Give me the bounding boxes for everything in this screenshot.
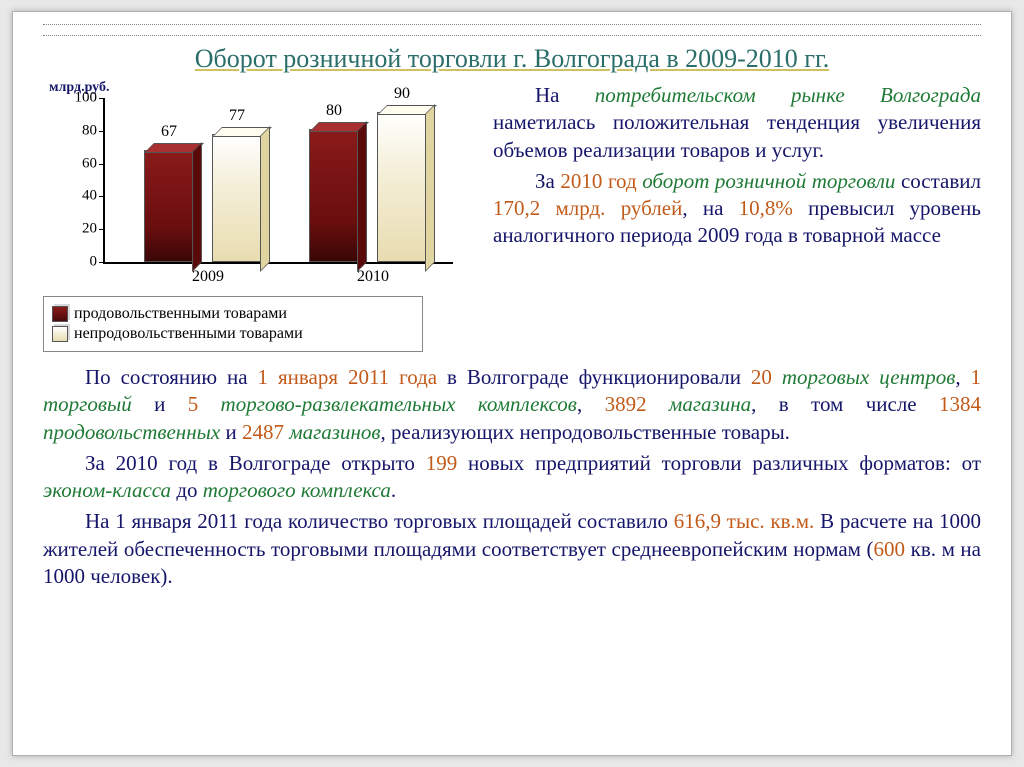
y-axis bbox=[103, 98, 105, 264]
y-tick-mark bbox=[99, 229, 105, 230]
bar: 77 bbox=[212, 134, 262, 262]
bar-value-label: 77 bbox=[213, 107, 261, 125]
bar-value-label: 80 bbox=[310, 102, 358, 120]
decor-rule bbox=[43, 24, 981, 36]
text-lower: По состоянию на 1 января 2011 года в Вол… bbox=[43, 364, 981, 590]
y-tick-mark bbox=[99, 196, 105, 197]
y-tick-label: 100 bbox=[57, 90, 97, 107]
y-tick-label: 40 bbox=[57, 188, 97, 205]
chart: млрд.руб. 0204060801002009677720108090 п… bbox=[43, 80, 473, 352]
para: За 2010 год в Волгограде открыто 199 нов… bbox=[43, 450, 981, 505]
bar: 67 bbox=[144, 150, 194, 262]
upper-row: млрд.руб. 0204060801002009677720108090 п… bbox=[43, 80, 981, 352]
page-title: Оборот розничной торговли г. Волгограда … bbox=[43, 44, 981, 74]
para: На потребительском рынке Волгограда наме… bbox=[493, 82, 981, 164]
category-label: 2010 bbox=[333, 268, 413, 286]
bar: 90 bbox=[377, 112, 427, 262]
y-tick-label: 60 bbox=[57, 155, 97, 172]
bar-value-label: 90 bbox=[378, 85, 426, 103]
para: На 1 января 2011 года количество торговы… bbox=[43, 508, 981, 590]
y-tick-mark bbox=[99, 131, 105, 132]
text-right: На потребительском рынке Волгограда наме… bbox=[493, 82, 981, 352]
plot-area: 0204060801002009677720108090 bbox=[49, 98, 459, 288]
legend-item: продовольственными товарами bbox=[52, 305, 414, 323]
para: По состоянию на 1 января 2011 года в Вол… bbox=[43, 364, 981, 446]
y-tick-mark bbox=[99, 98, 105, 99]
legend-item: непродовольственными товарами bbox=[52, 325, 414, 343]
legend-swatch-icon bbox=[52, 326, 68, 342]
slide: Оборот розничной торговли г. Волгограда … bbox=[12, 11, 1012, 756]
category-label: 2009 bbox=[168, 268, 248, 286]
y-tick-label: 0 bbox=[57, 254, 97, 271]
y-tick-label: 20 bbox=[57, 221, 97, 238]
bar: 80 bbox=[309, 129, 359, 262]
y-tick-mark bbox=[99, 164, 105, 165]
y-tick-mark bbox=[99, 262, 105, 263]
x-axis bbox=[103, 262, 453, 264]
para: За 2010 год оборот розничной торговли со… bbox=[493, 168, 981, 250]
legend-swatch-icon bbox=[52, 306, 68, 322]
legend-label: непродовольственными товарами bbox=[74, 325, 303, 343]
legend: продовольственными товарами непродовольс… bbox=[43, 296, 423, 352]
y-tick-label: 80 bbox=[57, 122, 97, 139]
legend-label: продовольственными товарами bbox=[74, 305, 287, 323]
bar-value-label: 67 bbox=[145, 123, 193, 141]
